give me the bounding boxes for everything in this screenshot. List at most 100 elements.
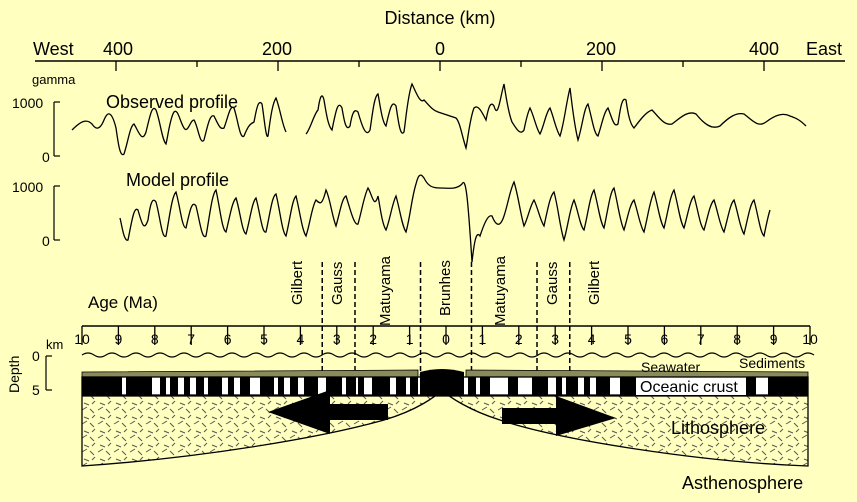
magnetic-stripe <box>278 377 284 395</box>
observed-y-min-label: 0 <box>42 149 50 165</box>
magnetic-stripe <box>346 377 356 395</box>
magnetic-stripe <box>556 377 562 395</box>
observed-y-max-label: 1000 <box>12 95 43 111</box>
magnetic-stripe <box>584 377 590 395</box>
magnetic-stripe <box>184 377 190 395</box>
distance-tick-label: 0 <box>435 39 445 59</box>
magnetic-stripe <box>566 377 578 395</box>
epoch-label-matuyama-east: Matuyama <box>492 255 509 326</box>
model-y-axis: 1000 0 <box>12 179 60 249</box>
magnetic-stripe <box>304 377 318 395</box>
ridge-crest <box>420 369 464 396</box>
age-tick-label: 3 <box>333 331 341 347</box>
age-tick-label: 3 <box>551 331 559 347</box>
magnetic-stripe <box>196 377 204 395</box>
age-tick-label: 5 <box>260 331 268 347</box>
spreading-arrow-west <box>268 390 388 434</box>
age-tick-label: 7 <box>697 331 705 347</box>
age-tick-label: 10 <box>802 331 818 347</box>
magnetic-stripe <box>620 377 636 395</box>
age-tick-label: 1 <box>406 331 414 347</box>
east-label: East <box>806 39 842 59</box>
age-tick-label: 4 <box>588 331 596 347</box>
observed-y-axis: 1000 0 <box>12 95 60 165</box>
epoch-label-matuyama-west: Matuyama <box>377 255 394 326</box>
epoch-label-brunhes: Brunhes <box>437 260 454 316</box>
magnetic-stripe <box>160 377 166 395</box>
age-tick-label: 0 <box>442 331 450 347</box>
age-tick-label: 4 <box>297 331 305 347</box>
magnetic-stripes <box>82 377 808 395</box>
magnetic-stripe <box>82 377 122 395</box>
age-tick-label: 2 <box>515 331 523 347</box>
depth-tick-label: 5 <box>32 382 40 398</box>
magnetic-stripe <box>396 377 406 395</box>
distance-axis: Distance (km) West East 400 200 0 200 40… <box>33 8 845 71</box>
magnetic-stripe <box>468 377 476 395</box>
cross-section: Depth km 0 5 Oceanic crust Seawater Sedi… <box>6 337 815 493</box>
magnetic-stripe <box>768 377 808 395</box>
epoch-label-gilbert-west: Gilbert <box>289 260 306 305</box>
age-tick-label: 2 <box>369 331 377 347</box>
distance-tick-label: 400 <box>749 39 779 59</box>
epoch-label-gilbert-east: Gilbert <box>586 260 603 305</box>
distance-tick-label: 400 <box>103 39 133 59</box>
distance-tick-label: 200 <box>262 39 292 59</box>
sediments-label: Sediments <box>739 355 805 371</box>
age-tick-label: 8 <box>151 331 159 347</box>
age-tick-label: 10 <box>74 331 90 347</box>
age-tick-label: 7 <box>187 331 195 347</box>
asthenosphere-label: Asthenosphere <box>682 473 803 493</box>
depth-unit-label: km <box>46 337 63 352</box>
age-tick-label: 5 <box>624 331 632 347</box>
magnetic-stripe <box>480 377 490 395</box>
distance-tick-label: 200 <box>586 39 616 59</box>
magnetic-stripe <box>358 377 364 395</box>
magnetic-stripe <box>532 377 548 395</box>
model-profile-label: Model profile <box>126 170 229 190</box>
seawater-label: Seawater <box>641 359 700 375</box>
magnetic-stripe <box>126 377 152 395</box>
age-tick-label: 1 <box>479 331 487 347</box>
age-tick-label: 6 <box>224 331 232 347</box>
age-tick-label: 8 <box>733 331 741 347</box>
magnetic-stripe <box>170 377 178 395</box>
oceanic-crust-label: Oceanic crust <box>640 379 738 396</box>
magnetic-stripe <box>290 377 298 395</box>
magnetic-stripe <box>410 377 418 395</box>
sea-surface-line <box>81 352 815 358</box>
distance-ticks <box>115 61 765 71</box>
magnetic-stripe <box>372 377 390 395</box>
age-ticks: 10 9 8 7 6 5 4 3 2 1 0 1 2 3 4 5 6 7 8 9 10 <box>74 326 818 347</box>
magnetic-profiles: gamma Observed profile Model profile 100… <box>12 72 807 263</box>
magnetic-stripe <box>260 377 274 395</box>
magnetic-stripe <box>508 377 518 395</box>
depth-axis-title: Depth <box>6 356 22 393</box>
epoch-label-gauss-west: Gauss <box>329 262 346 305</box>
magnetic-stripe <box>596 377 610 395</box>
crust-label-box <box>636 378 746 395</box>
magnetic-stripe <box>240 377 250 395</box>
model-y-min-label: 0 <box>42 233 50 249</box>
distance-axis-title: Distance (km) <box>384 8 495 28</box>
model-profile-curve <box>119 174 771 263</box>
age-axis-title: Age (Ma) <box>88 293 158 312</box>
magnetic-stripe <box>746 377 756 395</box>
observed-profile-label: Observed profile <box>106 92 238 112</box>
depth-tick-label: 0 <box>32 348 40 364</box>
age-axis: Age (Ma) 10 9 8 7 6 5 4 3 2 1 0 1 2 3 4 5 6 7 8 9 10 <box>74 293 818 347</box>
age-tick-label: 9 <box>770 331 778 347</box>
model-y-max-label: 1000 <box>12 179 43 195</box>
magnetic-stripe <box>228 377 234 395</box>
lithosphere-label: Lithosphere <box>671 418 765 438</box>
observed-profile-curve-east <box>305 82 807 151</box>
gamma-unit-label: gamma <box>32 72 76 87</box>
observed-profile-curve-west <box>71 96 287 156</box>
west-label: West <box>33 39 74 59</box>
magnetic-stripe <box>208 377 222 395</box>
age-tick-label: 6 <box>661 331 669 347</box>
age-tick-label: 9 <box>115 331 123 347</box>
epoch-label-gauss-east: Gauss <box>544 262 561 305</box>
spreading-arrow-east <box>502 396 616 436</box>
